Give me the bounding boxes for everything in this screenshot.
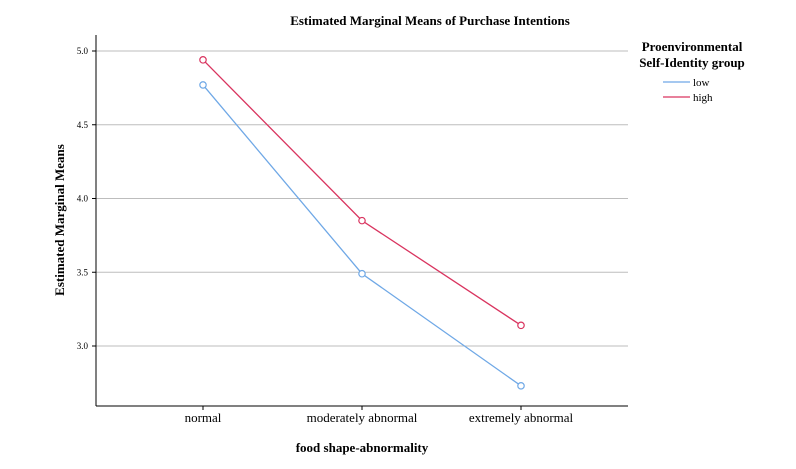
series-layer	[199, 56, 525, 390]
data-point-low	[199, 81, 207, 89]
y-tick-label: 4.5	[77, 120, 89, 130]
legend-label-high: high	[693, 92, 713, 104]
x-axis-title: food shape-abnormality	[296, 440, 429, 455]
y-axis-title: Estimated Marginal Means	[52, 144, 67, 296]
data-point-low	[358, 269, 366, 278]
series-line-high	[202, 59, 522, 326]
y-tick-labels: 3.0 3.5 4.0 4.5 5.0	[77, 46, 96, 351]
data-point-high	[199, 56, 207, 64]
legend-title-line2: Self-Identity group	[639, 55, 745, 70]
y-tick-label: 3.5	[77, 267, 89, 277]
data-point-low	[517, 382, 525, 390]
data-point-high	[358, 216, 366, 225]
legend-label-low: low	[693, 77, 710, 89]
legend-items: low high	[663, 77, 713, 104]
y-tick-label: 5.0	[77, 46, 89, 56]
series-line-low	[202, 84, 522, 387]
y-tick-label: 4.0	[77, 194, 89, 204]
x-tick-label: moderately abnormal	[307, 410, 418, 425]
y-tick-label: 3.0	[77, 341, 89, 351]
x-tick-label: extremely abnormal	[469, 410, 574, 425]
x-tick-label: normal	[185, 410, 222, 425]
gridlines	[96, 50, 628, 347]
x-tick-labels: normal moderately abnormal extremely abnor…	[185, 406, 574, 425]
legend: Proenvironmental Self-Identity group low…	[639, 39, 745, 104]
chart-title: Estimated Marginal Means of Purchase Int…	[290, 13, 570, 28]
data-point-high	[517, 321, 525, 330]
legend-title-line1: Proenvironmental	[642, 39, 743, 54]
